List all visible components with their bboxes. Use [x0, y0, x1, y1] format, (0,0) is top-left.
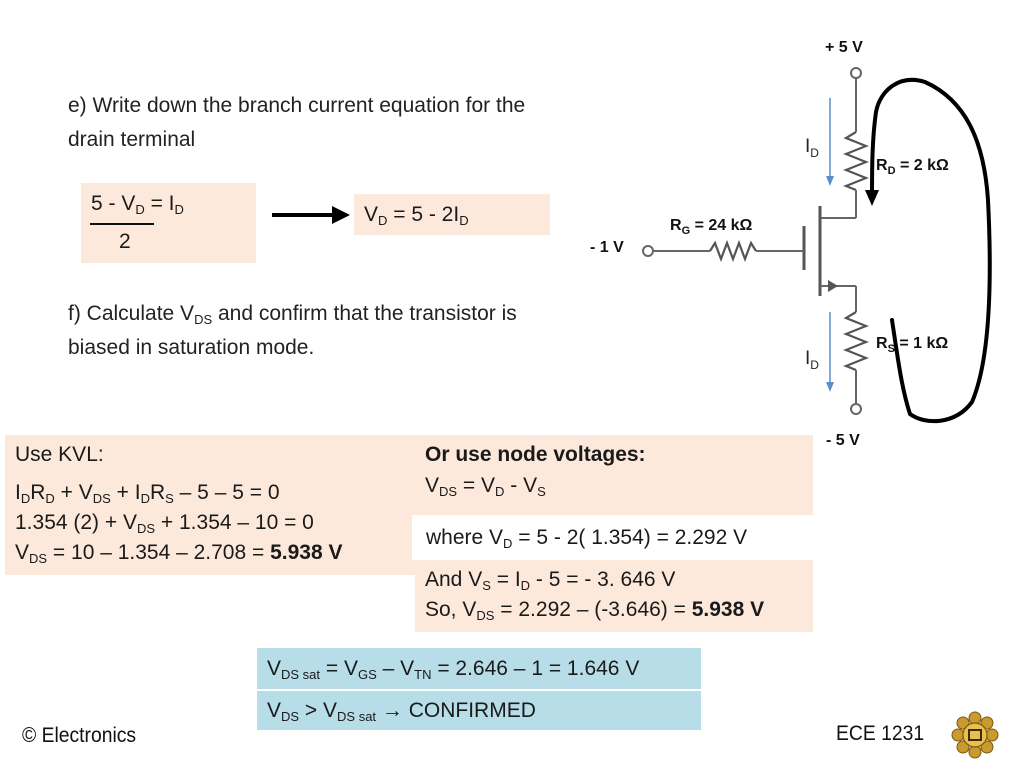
kvl-line2: 1.354 (2) + VDS + 1.354 – 10 = 0	[15, 511, 314, 536]
node-line4: So, VDS = 2.292 – (-3.646) = 5.938 V	[425, 598, 765, 623]
drain-voltage-equation: VD = 5 - 2ID	[364, 203, 469, 228]
saturation-divider	[257, 689, 701, 691]
part-f-line1: f) Calculate VDS and confirm that the tr…	[68, 302, 517, 327]
vg-label: - 1 V	[590, 239, 624, 256]
saturation-line2: VDS > VDS sat → CONFIRMED	[267, 699, 536, 724]
part-f-line2: biased in saturation mode.	[68, 336, 315, 359]
rg-resistor-icon	[709, 239, 757, 263]
right-arrow-icon	[272, 206, 350, 224]
vss-terminal-icon	[850, 403, 862, 415]
footer-course-code: ECE 1231	[836, 722, 925, 745]
equation-numerator: 5 - VD = ID	[91, 192, 184, 217]
node-voltage-box-top	[415, 435, 813, 515]
kvl-loop-icon	[870, 78, 992, 424]
id-bottom-label: ID	[805, 348, 819, 372]
kvl-title: Use KVL:	[15, 443, 104, 466]
kvl-line3: VDS = 10 – 1.354 – 2.708 = 5.938 V	[15, 541, 343, 566]
vdd-terminal-icon	[850, 67, 862, 79]
rs-resistor-icon	[843, 311, 869, 372]
rd-label: RD = 2 kΩ	[876, 157, 949, 177]
part-e-text: e) Write down the branch current equatio…	[68, 89, 628, 157]
saturation-check-box: VDS sat = VGS – VTN = 2.646 – 1 = 1.646 …	[257, 648, 701, 730]
fraction-bar	[90, 223, 154, 225]
rs-label: RS = 1 kΩ	[876, 335, 948, 355]
node-title: Or use node voltages:	[425, 443, 646, 466]
part-f-text: f) Calculate VDS and confirm that the tr…	[68, 297, 628, 365]
kvl-box: Use KVL: IDRD + VDS + IDRS – 5 – 5 = 0 1…	[5, 435, 415, 575]
part-e-line2: drain terminal	[68, 128, 196, 151]
kvl-line1: IDRD + VDS + IDRS – 5 – 5 = 0	[15, 481, 280, 506]
branch-equation-box: 5 - VD = ID 2	[81, 183, 256, 263]
vss-label: - 5 V	[826, 432, 860, 449]
node-voltage-box-bottom	[415, 560, 813, 632]
node-voltage-where-box	[412, 515, 816, 560]
rg-label: RG = 24 kΩ	[670, 217, 753, 237]
footer-copyright: © Electronics	[22, 724, 137, 747]
drain-voltage-box: VD = 5 - 2ID	[354, 194, 550, 235]
saturation-line1: VDS sat = VGS – VTN = 2.646 – 1 = 1.646 …	[267, 657, 640, 682]
equation-denominator: 2	[119, 230, 131, 253]
rd-resistor-icon	[843, 131, 869, 192]
node-line1: VDS = VD - VS	[425, 474, 546, 499]
part-e-line1: e) Write down the branch current equatio…	[68, 94, 526, 117]
mosfet-circuit-diagram: + 5 V - 5 V - 1 V RG = 24 kΩ RD = 2 kΩ R…	[590, 39, 992, 449]
vdd-label: + 5 V	[825, 39, 863, 56]
node-line3: And VS = ID - 5 = - 3. 646 V	[425, 568, 676, 593]
id-top-label: ID	[805, 136, 819, 160]
gate-terminal-icon	[642, 245, 654, 257]
node-line2: where VD = 5 - 2( 1.354) = 2.292 V	[426, 526, 748, 551]
university-crest-icon	[951, 711, 999, 759]
